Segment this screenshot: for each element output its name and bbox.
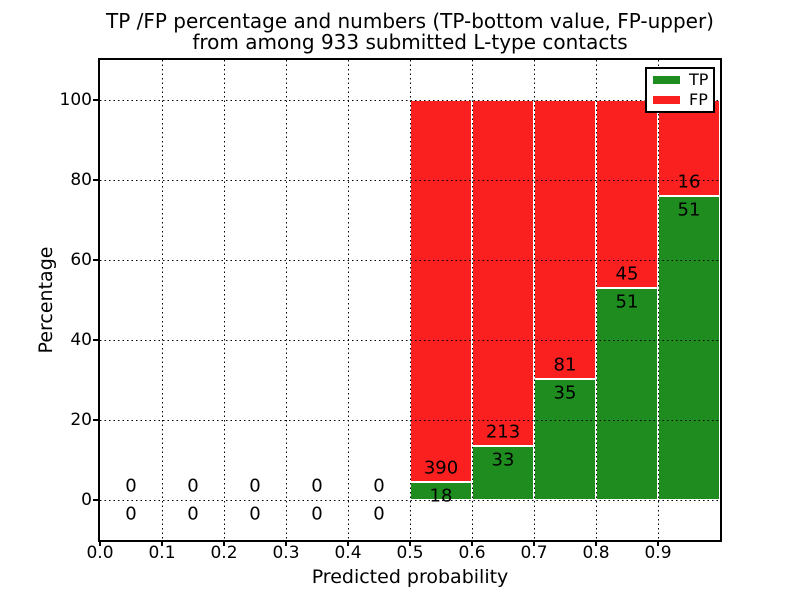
x-tick-label-0.3: 0.3 bbox=[272, 543, 300, 563]
x-tick-label-0.8: 0.8 bbox=[582, 543, 610, 563]
x-tick-0.7 bbox=[533, 540, 535, 546]
x-tick-label-0.5: 0.5 bbox=[396, 543, 424, 563]
x-tick-label-0.9: 0.9 bbox=[644, 543, 672, 563]
fp-count-label: 213 bbox=[485, 421, 521, 443]
bar-tp-segment bbox=[658, 195, 720, 500]
tp-count-label: 0 bbox=[187, 503, 199, 525]
bar-tp-segment bbox=[596, 287, 658, 500]
x-tick-0.9 bbox=[657, 540, 659, 546]
tp-count-label: 0 bbox=[373, 503, 385, 525]
tp-count-label: 33 bbox=[491, 449, 515, 471]
y-tick-0 bbox=[93, 499, 100, 501]
fp-count-label: 0 bbox=[187, 475, 199, 497]
gridline-v-0.7 bbox=[534, 60, 535, 540]
fp-count-label: 0 bbox=[125, 475, 137, 497]
gridline-v-0.8 bbox=[596, 60, 597, 540]
x-tick-0.5 bbox=[409, 540, 411, 546]
gridline-v-0.5 bbox=[410, 60, 411, 540]
fp-count-label: 45 bbox=[615, 263, 639, 284]
tp-swatch-icon bbox=[653, 76, 680, 85]
y-tick-100 bbox=[93, 99, 100, 101]
y-tick-label-40: 40 bbox=[70, 330, 92, 350]
tp-count-label: 51 bbox=[615, 291, 639, 312]
legend-label-fp: FP bbox=[689, 89, 708, 109]
x-tick-0.8 bbox=[595, 540, 597, 546]
y-tick-20 bbox=[93, 419, 100, 421]
x-tick-0.0 bbox=[99, 540, 101, 546]
x-tick-0.3 bbox=[285, 540, 287, 546]
gridline-v-0.1 bbox=[162, 60, 163, 540]
bar-tp-segment bbox=[472, 446, 534, 500]
legend-label-tp: TP bbox=[689, 70, 709, 90]
bar-fp-segment bbox=[658, 100, 720, 196]
legend-item-fp: FP bbox=[647, 89, 713, 109]
y-tick-label-20: 20 bbox=[70, 410, 92, 430]
x-tick-0.4 bbox=[347, 540, 349, 546]
tp-count-label: 18 bbox=[429, 485, 453, 507]
x-tick-0.2 bbox=[223, 540, 225, 546]
gridline-v-0.3 bbox=[286, 60, 287, 540]
y-tick-60 bbox=[93, 259, 100, 261]
x-tick-0.6 bbox=[471, 540, 473, 546]
gridline-v-0.4 bbox=[348, 60, 349, 540]
y-tick-label-60: 60 bbox=[70, 250, 92, 270]
bar-tp-segment bbox=[534, 379, 596, 500]
legend-item-tp: TP bbox=[647, 72, 713, 88]
fp-count-label: 16 bbox=[677, 171, 701, 193]
x-axis-label: Predicted probability bbox=[311, 566, 509, 588]
tp-count-label: 0 bbox=[249, 503, 261, 525]
legend: TP FP bbox=[645, 67, 715, 113]
y-tick-80 bbox=[93, 179, 100, 181]
x-tick-label-0.2: 0.2 bbox=[210, 543, 238, 563]
x-tick-label-0.0: 0.0 bbox=[86, 543, 114, 563]
fp-count-label: 0 bbox=[311, 475, 323, 497]
fp-count-label: 0 bbox=[373, 475, 385, 497]
fp-count-label: 0 bbox=[249, 475, 261, 497]
fp-swatch-icon bbox=[653, 95, 680, 104]
tp-count-label: 0 bbox=[311, 503, 323, 525]
x-tick-label-0.4: 0.4 bbox=[334, 543, 362, 563]
chart-title: TP /FP percentage and numbers (TP-bottom… bbox=[100, 11, 720, 53]
x-tick-0.1 bbox=[161, 540, 163, 546]
x-tick-label-0.1: 0.1 bbox=[148, 543, 176, 563]
gridline-v-0.6 bbox=[472, 60, 473, 540]
chart-title-line2: from among 933 submitted L-type contacts bbox=[192, 30, 628, 54]
bar-fp-segment bbox=[472, 100, 534, 447]
x-tick-label-0.7: 0.7 bbox=[520, 543, 548, 563]
y-tick-40 bbox=[93, 339, 100, 341]
x-tick-label-0.6: 0.6 bbox=[458, 543, 486, 563]
tp-count-label: 51 bbox=[677, 199, 701, 221]
bar-fp-segment bbox=[596, 100, 658, 288]
tp-count-label: 0 bbox=[125, 503, 137, 525]
fp-count-label: 81 bbox=[553, 354, 577, 376]
chart-title-line1: TP /FP percentage and numbers (TP-bottom… bbox=[106, 9, 714, 33]
gridline-v-0.9 bbox=[658, 60, 659, 540]
tp-count-label: 35 bbox=[553, 382, 577, 404]
y-tick-label-100: 100 bbox=[59, 90, 92, 110]
fp-count-label: 390 bbox=[423, 457, 459, 479]
y-tick-label-80: 80 bbox=[70, 170, 92, 190]
gridline-v-0.2 bbox=[224, 60, 225, 540]
y-tick-label-0: 0 bbox=[81, 490, 92, 510]
